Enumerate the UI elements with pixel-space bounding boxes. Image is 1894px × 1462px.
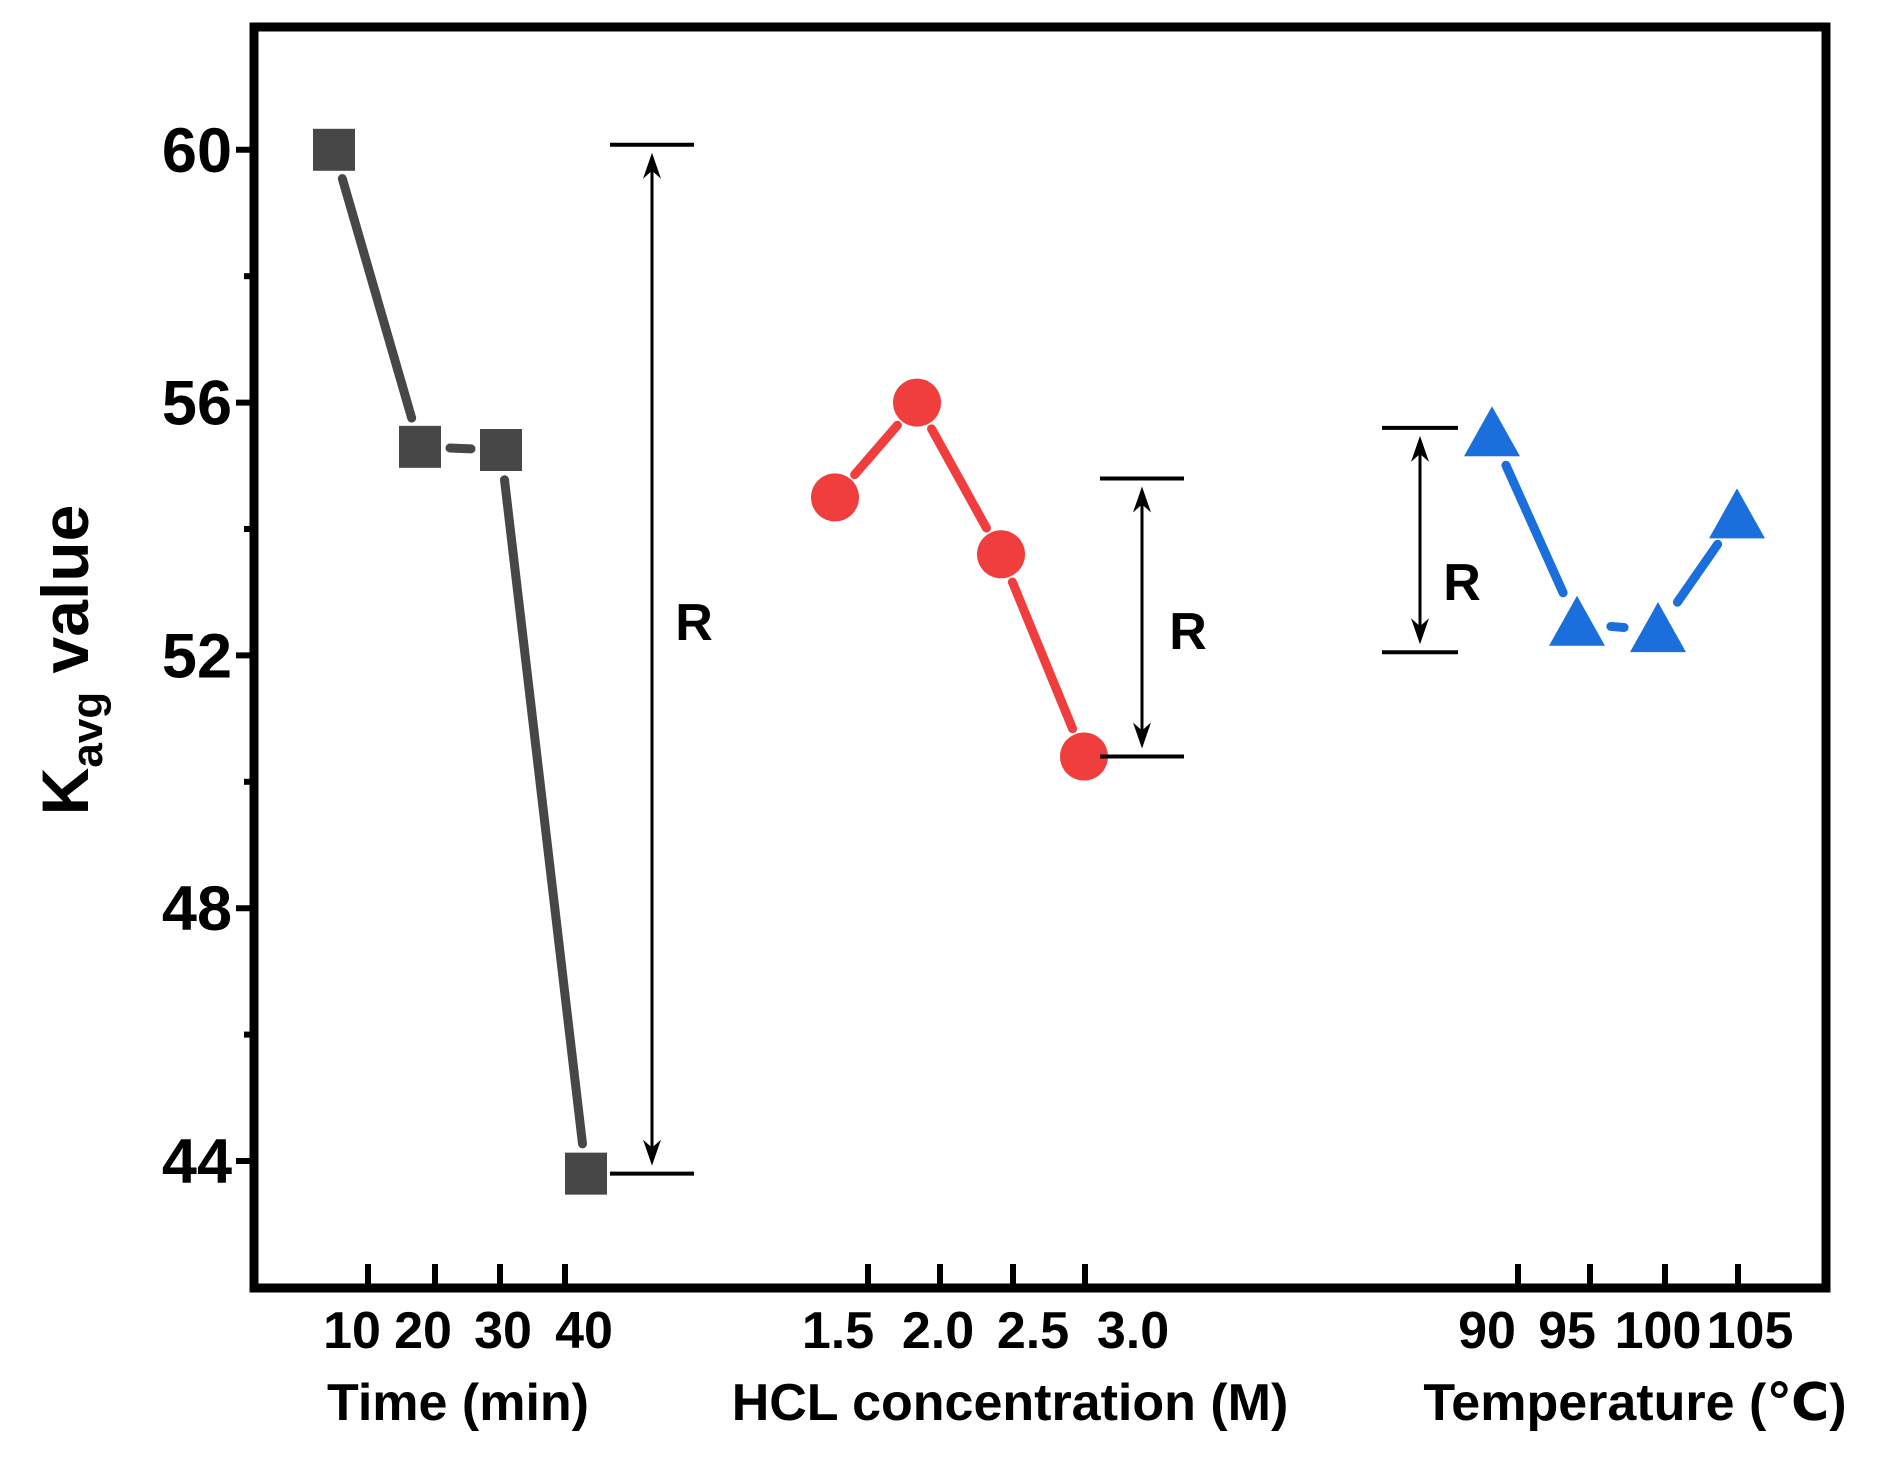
axes: [236, 22, 1831, 1293]
x-axis-title: Time (min): [327, 1374, 589, 1432]
data-point-square: [313, 128, 355, 171]
range-label: R: [1443, 554, 1481, 612]
data-point-circle: [977, 530, 1025, 579]
range-arrowhead: [1411, 435, 1429, 462]
y-tick-label: 52: [162, 621, 232, 691]
data-point-triangle: [1709, 488, 1765, 539]
x-tick-label: 90: [1458, 1302, 1516, 1360]
data-point-circle: [1060, 732, 1108, 781]
labels: 44 48 52 56 60 Kavg value R 10 20 30 40 Time (min) R…: [28, 116, 1847, 1432]
series-segment: [1007, 577, 1078, 734]
x-axis-title: Temperature (℃): [1423, 1374, 1846, 1432]
x-tick-label: 100: [1615, 1302, 1702, 1360]
x-tick-label: 105: [1707, 1302, 1794, 1360]
x-axis-title: HCL concentration (M): [732, 1374, 1289, 1432]
x-tick-label: 95: [1538, 1302, 1596, 1360]
range-arrowhead: [643, 1139, 661, 1166]
x-tick-label: 30: [474, 1302, 532, 1360]
x-tick-label: 3.0: [1097, 1302, 1169, 1360]
data-point-triangle: [1464, 406, 1520, 457]
x-tick-label: 10: [323, 1302, 381, 1360]
series-segment: [1606, 621, 1629, 632]
series-segment: [1501, 460, 1568, 598]
y-tick-label: 44: [162, 1127, 232, 1197]
x-tick-label: 2.5: [997, 1302, 1069, 1360]
data-point-circle: [811, 473, 859, 522]
data-point-square: [480, 429, 522, 471]
x-tick-label: 40: [555, 1302, 613, 1360]
x-tick-label: 20: [394, 1302, 452, 1360]
data-point-square: [565, 1152, 607, 1195]
plot-area: [313, 128, 1765, 1195]
y-tick-label: 56: [162, 369, 232, 439]
range-arrowhead: [643, 152, 661, 179]
series-segment: [499, 475, 588, 1149]
range-arrowhead: [1133, 722, 1151, 749]
data-point-triangle: [1630, 602, 1686, 653]
range-label: R: [1169, 603, 1207, 661]
range-arrowhead: [1411, 618, 1429, 645]
range-label: R: [675, 594, 713, 652]
data-point-circle: [893, 378, 941, 427]
x-tick-label: 1.5: [802, 1302, 874, 1360]
series-segment: [850, 420, 902, 480]
y-tick-label: 60: [162, 116, 232, 186]
y-tick-label: 48: [162, 874, 232, 944]
series-segment: [927, 424, 991, 533]
data-point-triangle: [1549, 595, 1605, 646]
y-axis-title: Kavg value: [28, 505, 112, 816]
series-segment: [1672, 539, 1723, 607]
range-arrowhead: [1133, 486, 1151, 513]
data-point-square: [399, 425, 441, 468]
series-segment: [445, 443, 476, 454]
x-tick-label: 2.0: [902, 1302, 974, 1360]
series-segment: [337, 174, 417, 423]
